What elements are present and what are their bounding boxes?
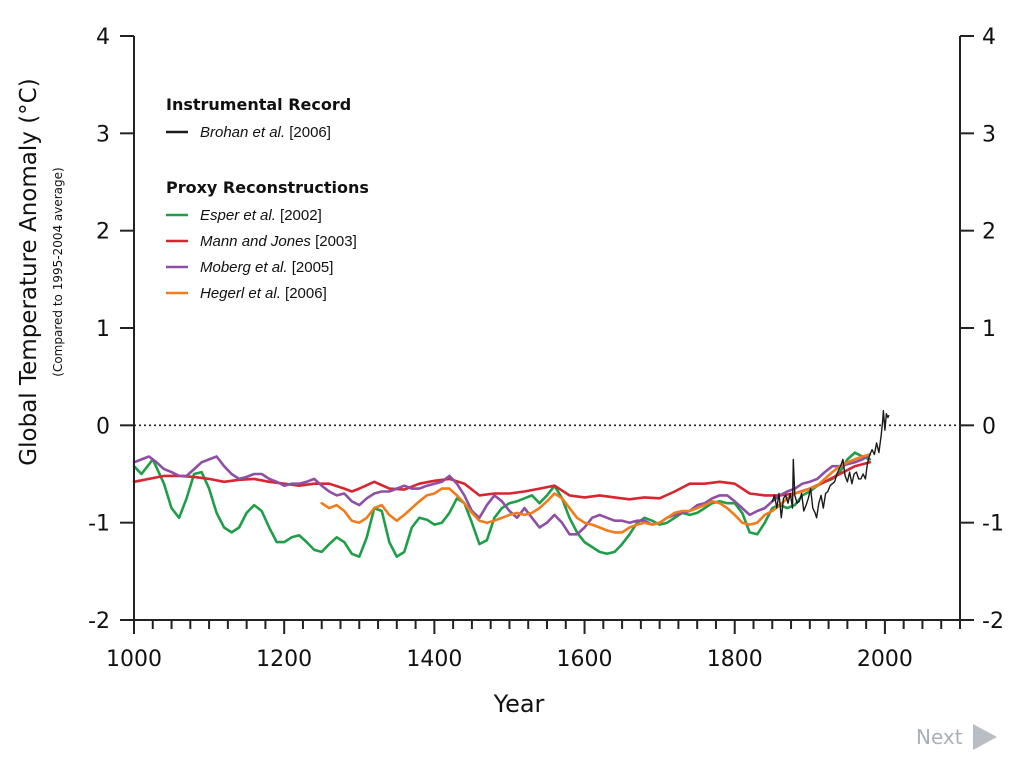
series-line-3 — [132, 453, 872, 536]
legend-heading: Instrumental Record — [166, 95, 351, 114]
series-layer — [132, 410, 890, 559]
y-tick-label-right: 3 — [982, 122, 996, 147]
legend-entry: Hegerl et al. [2006] — [200, 285, 327, 302]
next-label: Next — [916, 725, 963, 749]
legend-entry: Brohan et al. [2006] — [200, 124, 331, 141]
series-line-2 — [132, 460, 872, 501]
legend-author: Hegerl et al. — [200, 285, 285, 302]
legend-entry: Moberg et al. [2005] — [200, 259, 333, 276]
next-button[interactable]: Next — [916, 722, 1006, 752]
y-tick-label-right: 1 — [982, 317, 996, 342]
x-axis-title: Year — [493, 690, 545, 718]
x-tick-label: 1600 — [557, 647, 613, 672]
y-tick-label-left: 3 — [96, 122, 110, 147]
legend-year: [2003] — [315, 233, 357, 250]
legend: Instrumental Record Brohan et al. [2006] P… — [166, 95, 369, 302]
y-axis-title: Global Temperature Anomaly (°C) — [16, 78, 42, 465]
y-tick-label-left: -2 — [88, 609, 110, 634]
legend-author: Esper et al. — [200, 207, 280, 224]
series-line-4 — [320, 453, 872, 534]
x-tick-label: 1800 — [707, 647, 763, 672]
legend-year: [2005] — [292, 259, 334, 276]
series-line-5 — [771, 410, 890, 519]
x-tick-label: 1400 — [406, 647, 462, 672]
y-tick-label-right: -2 — [982, 609, 1004, 634]
y-tick-label-left: 4 — [96, 25, 110, 50]
series-line-1 — [132, 451, 872, 559]
legend-year: [2002] — [280, 207, 322, 224]
legend-heading: Proxy Reconstructions — [166, 178, 369, 197]
y-tick-label-left: -1 — [88, 512, 110, 537]
y-tick-label-right: 2 — [982, 220, 996, 245]
legend-author: Moberg et al. — [200, 259, 292, 276]
legend-author: Mann and Jones — [200, 233, 315, 250]
y-tick-label-right: 4 — [982, 25, 996, 50]
play-arrow-icon — [972, 724, 997, 750]
legend-year: [2006] — [289, 124, 331, 141]
y-tick-label-left: 0 — [96, 414, 110, 439]
x-tick-label: 2000 — [857, 647, 913, 672]
legend-entry: Esper et al. [2002] — [200, 207, 322, 224]
legend-entry: Mann and Jones [2003] — [200, 233, 357, 250]
legend-year: [2006] — [285, 285, 327, 302]
x-tick-label: 1200 — [256, 647, 312, 672]
y-tick-label-left: 1 — [96, 317, 110, 342]
axes-layer: -2 -2 -1 -1 0 0 1 1 2 2 3 3 4 4 1000 1200 1400 1600 1800 20… — [88, 25, 1004, 672]
y-tick-label-right: 0 — [982, 414, 996, 439]
legend-author: Brohan et al. — [200, 124, 289, 141]
y-axis-subtitle: (Compared to 1995-2004 average) — [51, 167, 65, 376]
x-tick-label: 1000 — [106, 647, 162, 672]
y-tick-label-left: 2 — [96, 220, 110, 245]
y-tick-label-right: -1 — [982, 512, 1004, 537]
